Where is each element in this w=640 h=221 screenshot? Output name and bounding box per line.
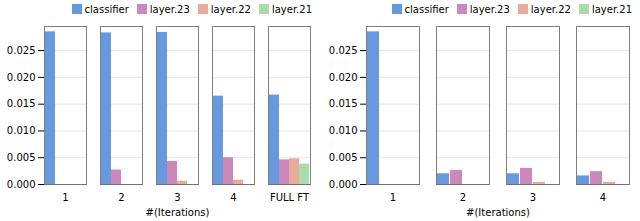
svg-text:0.020: 0.020	[7, 72, 36, 83]
svg-text:4: 4	[230, 192, 236, 203]
svg-text:0.000: 0.000	[7, 179, 36, 190]
svg-text:2: 2	[118, 192, 124, 203]
svg-text:0.000: 0.000	[329, 179, 358, 190]
svg-text:FULL FT: FULL FT	[270, 192, 310, 203]
svg-text:0.010: 0.010	[329, 125, 358, 136]
svg-text:0.005: 0.005	[7, 152, 36, 163]
svg-text:0.005: 0.005	[329, 152, 358, 163]
svg-text:0.015: 0.015	[7, 98, 36, 109]
svg-text:1: 1	[390, 192, 396, 203]
svg-text:1: 1	[62, 192, 68, 203]
svg-text:4: 4	[600, 192, 606, 203]
svg-text:#(Iterations): #(Iterations)	[466, 207, 530, 218]
svg-text:3: 3	[174, 192, 180, 203]
svg-text:2: 2	[460, 192, 466, 203]
svg-text:#(Iterations): #(Iterations)	[146, 207, 210, 218]
svg-text:0.025: 0.025	[329, 45, 358, 56]
html-text:layer.22: layer.22	[530, 3, 571, 15]
html-text:classifier: classifier	[404, 3, 449, 15]
html-text:layer.22: layer.22	[210, 3, 251, 15]
html-text:layer.21: layer.21	[271, 3, 312, 15]
html-text:layer.23: layer.23	[149, 3, 190, 15]
html-text:layer.21: layer.21	[591, 3, 632, 15]
svg-text:0.010: 0.010	[7, 125, 36, 136]
html-text:classifier: classifier	[84, 3, 129, 15]
svg-text:0.015: 0.015	[329, 98, 358, 109]
svg-text:0.025: 0.025	[7, 45, 36, 56]
svg-text:0.020: 0.020	[329, 72, 358, 83]
svg-text:3: 3	[530, 192, 536, 203]
html-text:layer.23: layer.23	[469, 3, 510, 15]
